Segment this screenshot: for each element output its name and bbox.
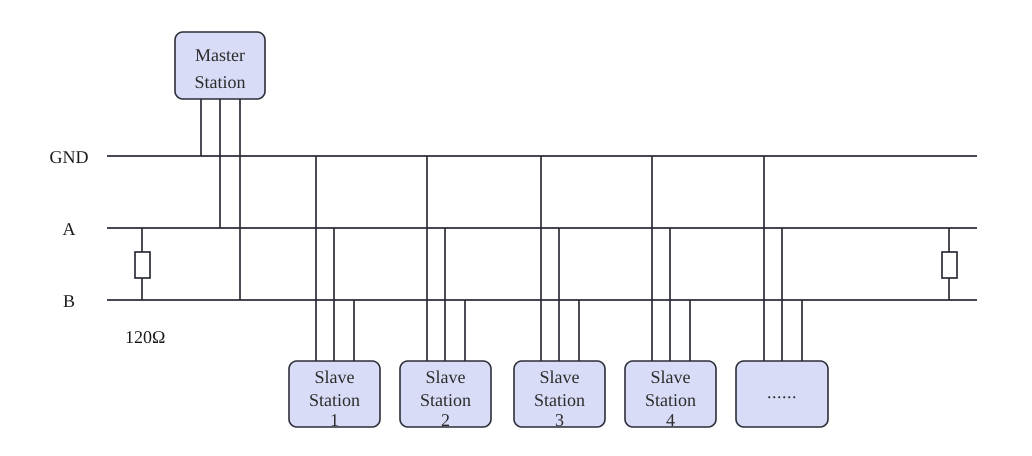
svg-text:GND: GND <box>50 147 89 167</box>
svg-text:......: ...... <box>767 382 797 402</box>
svg-text:3: 3 <box>555 410 564 430</box>
svg-text:Station: Station <box>309 390 360 410</box>
svg-text:1: 1 <box>330 410 339 430</box>
svg-text:Slave: Slave <box>540 367 580 387</box>
svg-text:120Ω: 120Ω <box>125 327 165 347</box>
svg-text:4: 4 <box>666 410 675 430</box>
svg-text:A: A <box>63 219 76 239</box>
svg-text:Station: Station <box>420 390 471 410</box>
svg-text:Station: Station <box>645 390 696 410</box>
svg-text:Slave: Slave <box>315 367 355 387</box>
svg-text:Slave: Slave <box>426 367 466 387</box>
svg-text:Master: Master <box>195 45 245 65</box>
svg-text:B: B <box>63 291 75 311</box>
svg-text:Slave: Slave <box>651 367 691 387</box>
svg-text:2: 2 <box>441 410 450 430</box>
svg-text:Station: Station <box>194 72 245 92</box>
svg-text:Station: Station <box>534 390 585 410</box>
